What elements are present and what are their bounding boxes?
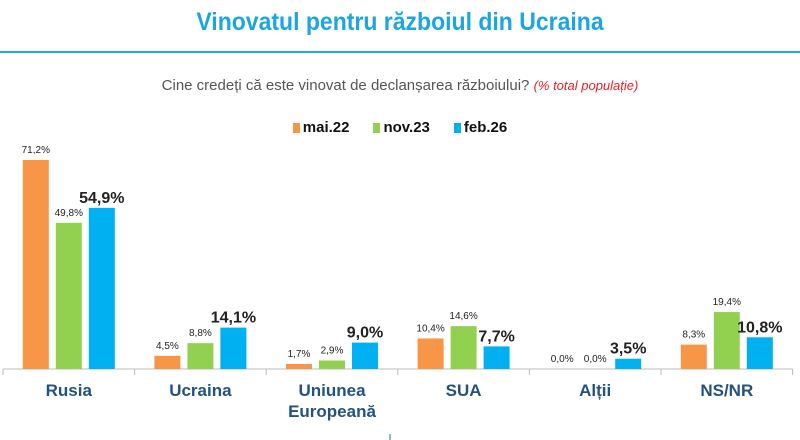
bar-mai.22-Rusia: [22, 160, 49, 369]
data-label: 10,4%: [416, 323, 444, 334]
category-label: SUA: [446, 381, 482, 400]
category-label: Alții: [579, 381, 611, 400]
bar-feb.26-Alții: [615, 358, 642, 369]
legend-label: feb.26: [463, 119, 508, 136]
category-label: Europeană: [288, 402, 376, 421]
legend: mai.22 nov.23 feb.26: [0, 119, 800, 136]
data-label: 2,9%: [321, 345, 344, 356]
data-label: 4,5%: [156, 341, 179, 352]
data-label: 14,6%: [449, 311, 477, 322]
category-label: Rusia: [46, 381, 93, 400]
bar-feb.26-SUA: [483, 346, 510, 369]
legend-label: nov.23: [383, 119, 430, 136]
bar-nov.23-Rusia: [55, 222, 82, 369]
data-label: 10,8%: [737, 319, 782, 336]
data-label: 54,9%: [79, 190, 124, 207]
subtitle-question: Cine credeți că este vinovat de declanșa…: [161, 77, 530, 94]
legend-label: mai.22: [302, 119, 350, 136]
data-label: 0,0%: [551, 354, 574, 365]
bar-mai.22-SUA: [417, 338, 444, 369]
legend-item-feb.26: feb.26: [453, 119, 508, 136]
bar-mai.22-Uniunea Europeană: [286, 364, 312, 369]
chart-title: Vinovatul pentru războiul din Ucraina: [196, 8, 604, 36]
data-label: 8,3%: [682, 330, 705, 341]
category-label: Ucraina: [169, 381, 232, 400]
bar-feb.26-Uniunea Europeană: [352, 342, 378, 369]
legend-item-mai.22: mai.22: [292, 119, 350, 136]
bar-nov.23-SUA: [450, 326, 477, 369]
category-label: Uniunea: [298, 381, 366, 400]
bar-mai.22-Ucraina: [154, 355, 181, 369]
data-label: 49,8%: [55, 208, 83, 219]
bar-mai.22-NS/NR: [680, 344, 707, 369]
data-label: 0,0%: [584, 354, 607, 365]
data-label: 19,4%: [713, 297, 741, 308]
data-label: 71,2%: [22, 145, 50, 156]
legend-swatch: [292, 122, 300, 133]
data-label: 8,8%: [189, 328, 212, 339]
bar-feb.26-NS/NR: [746, 337, 773, 369]
subtitle-note: (% total populație): [533, 78, 639, 93]
data-label: 3,5%: [610, 341, 646, 358]
legend-swatch: [453, 122, 461, 133]
data-label: 1,7%: [288, 349, 311, 360]
bar-feb.26-Rusia: [88, 207, 115, 369]
bar-nov.23-Uniunea Europeană: [319, 360, 345, 369]
bar-nov.23-NS/NR: [713, 312, 740, 369]
data-label: 14,1%: [211, 310, 256, 327]
title-divider: [0, 51, 800, 53]
legend-item-nov.23: nov.23: [373, 119, 430, 136]
category-label: NS/NR: [700, 381, 753, 400]
data-label: 7,7%: [478, 328, 514, 345]
legend-swatch: [373, 122, 381, 133]
chart-subtitle: Cine credeți că este vinovat de declanșa…: [0, 77, 800, 94]
bar-feb.26-Ucraina: [220, 327, 247, 369]
data-label: 9,0%: [347, 325, 383, 342]
bar-nov.23-Ucraina: [187, 343, 214, 369]
